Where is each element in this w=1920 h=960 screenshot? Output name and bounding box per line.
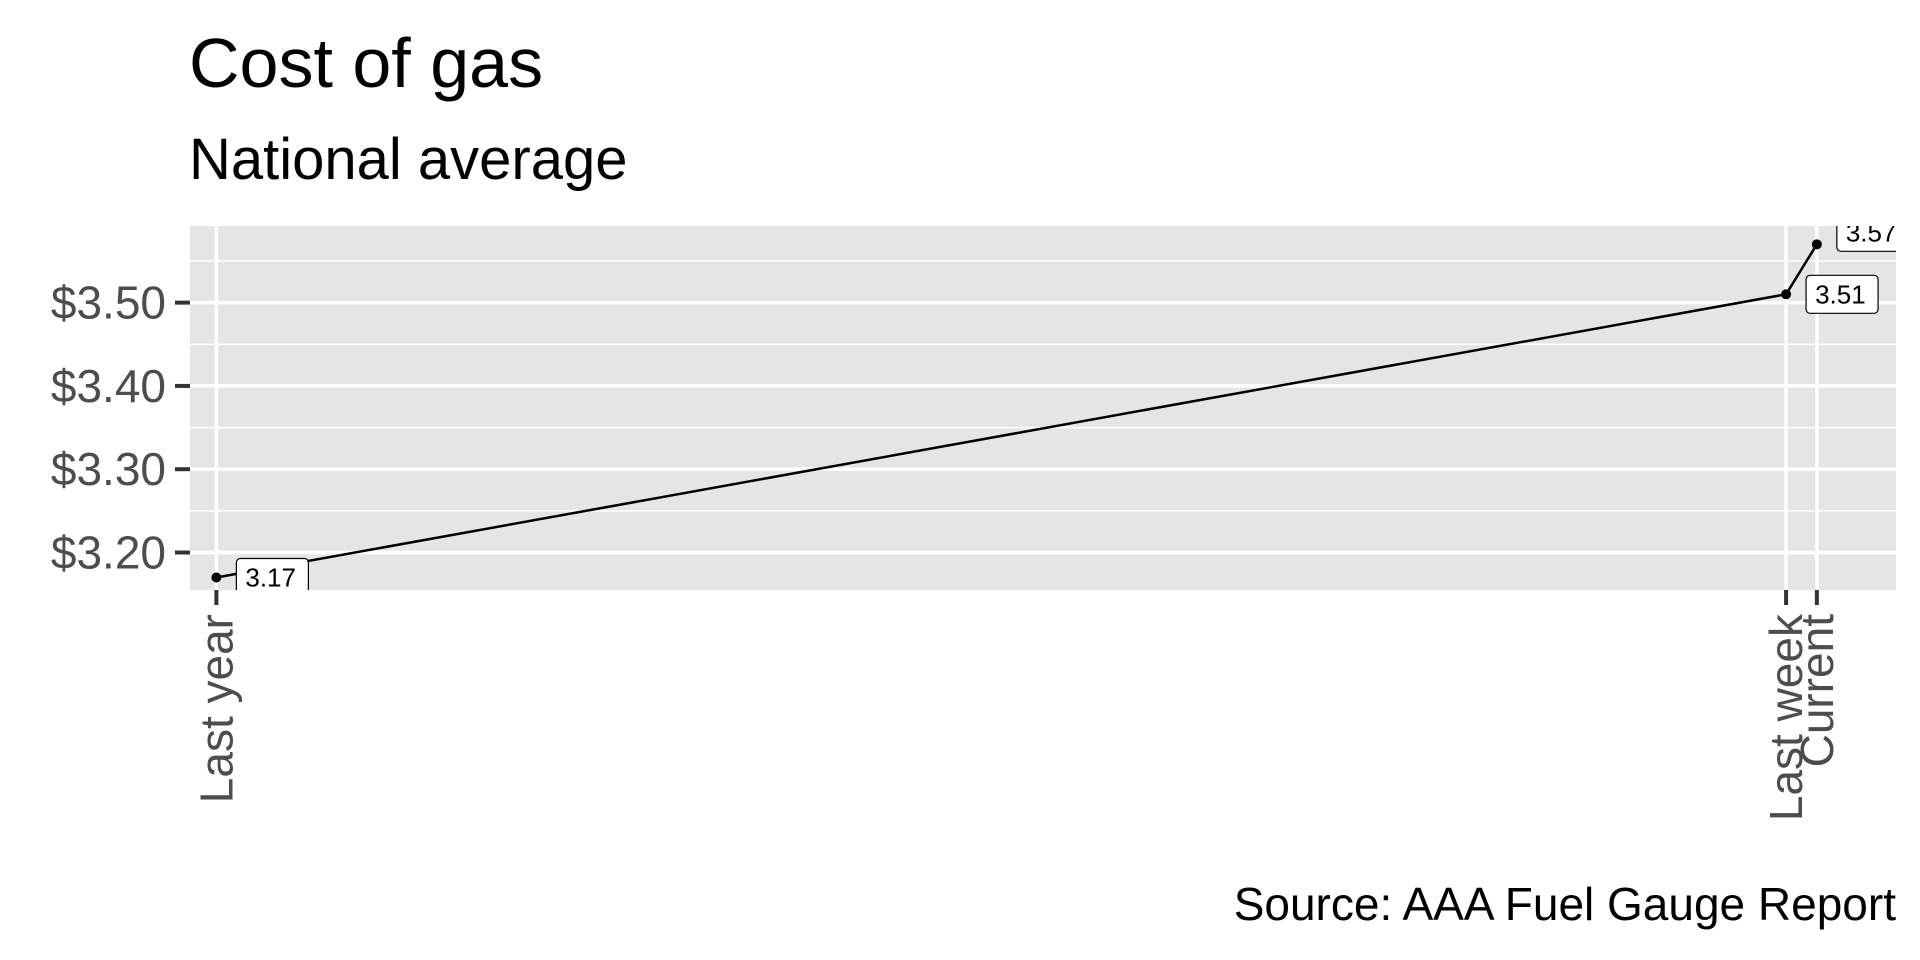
- data-label-box: [235, 557, 309, 590]
- x-axis-tick-label: Current: [1791, 614, 1843, 768]
- major-gridlines: [190, 226, 1896, 590]
- y-axis-tick-label: $3.20: [51, 527, 166, 579]
- x-axis-tick-label: Last week: [1760, 613, 1812, 821]
- plot-panel: [190, 226, 1896, 590]
- data-labels: 3.17 3.51 3.57: [235, 217, 1897, 593]
- data-point: [1811, 239, 1822, 250]
- data-point: [211, 572, 222, 583]
- chart-caption: Source: AAA Fuel Gauge Report: [1233, 878, 1896, 930]
- data-label: 3.17: [235, 557, 309, 593]
- axis-ticks: [175, 300, 1819, 605]
- data-label: 3.51: [1805, 274, 1879, 314]
- minor-gridlines: [190, 260, 1896, 512]
- data-label: 3.57: [1836, 217, 1897, 252]
- data-label-text: 3.57: [1846, 217, 1897, 247]
- data-label-box: [1805, 274, 1879, 314]
- y-axis-tick-label: $3.30: [51, 443, 166, 495]
- y-axis-tick-labels: $3.20 $3.30 $3.40 $3.50: [51, 277, 166, 579]
- data-label-box: [1836, 226, 1896, 252]
- data-label-text: 3.17: [245, 563, 296, 593]
- series: [211, 239, 1822, 583]
- x-axis-tick-label: Last year: [190, 614, 242, 803]
- chart-title: Cost of gas: [189, 24, 544, 102]
- y-axis-tick-label: $3.40: [51, 360, 166, 412]
- y-axis-tick-label: $3.50: [51, 277, 166, 329]
- data-point: [1781, 289, 1792, 300]
- data-label-text: 3.51: [1815, 279, 1866, 309]
- chart-subtitle: National average: [189, 127, 628, 192]
